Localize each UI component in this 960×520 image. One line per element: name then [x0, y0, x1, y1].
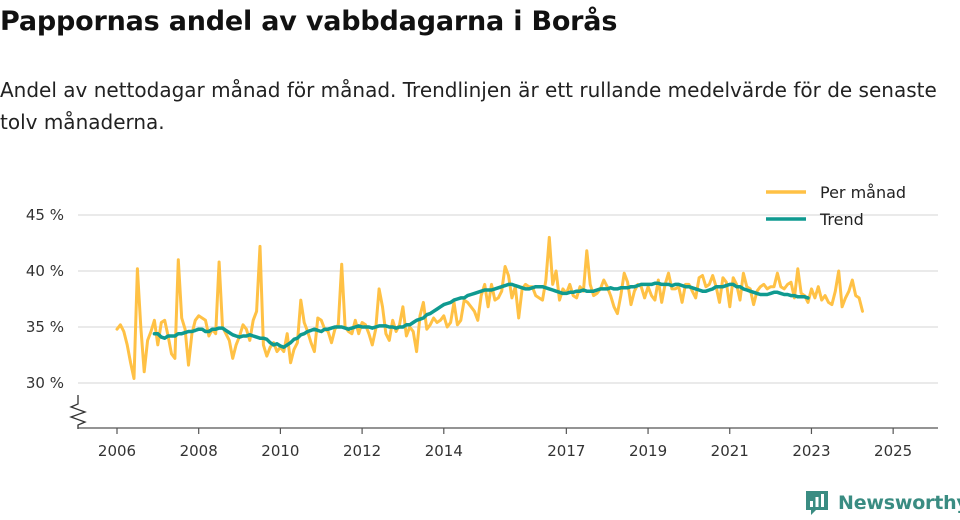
x-tick-label: 2025: [874, 442, 912, 460]
x-tick-label: 2023: [792, 442, 830, 460]
newsworthy-logo: Newsworthy: [804, 489, 960, 517]
series-line-trend: [152, 281, 810, 349]
x-tick-label: 2017: [547, 442, 585, 460]
x-tick-label: 2006: [98, 442, 136, 460]
y-axis-break: [69, 395, 87, 429]
legend-label-monthly: Per månad: [820, 183, 906, 202]
newsworthy-logo-icon: [806, 491, 828, 515]
x-tick-label: 2012: [343, 442, 381, 460]
x-tick-label: 2014: [425, 442, 463, 460]
x-tick-label: 2010: [261, 442, 299, 460]
newsworthy-logo-text: Newsworthy: [838, 492, 960, 514]
axis-layer: 30 % 35 % 40 % 45 % 2006 2008 2010 2012 2014 2017…: [26, 206, 938, 460]
y-tick-label: 40 %: [26, 262, 64, 280]
chart-title: Pappornas andel av vabbdagarna i Borås: [0, 6, 618, 37]
y-tick-label: 35 %: [26, 318, 64, 336]
legend-label-trend: Trend: [819, 210, 864, 229]
legend: Per månad Trend: [766, 183, 906, 229]
y-tick-label: 30 %: [26, 374, 64, 392]
x-tick-label: 2019: [629, 442, 667, 460]
x-tick-label: 2021: [711, 442, 749, 460]
series-layer: [115, 235, 864, 380]
y-tick-label: 45 %: [26, 206, 64, 224]
x-tick-label: 2008: [180, 442, 218, 460]
chart-subtitle: Andel av nettodagar månad för månad. Tre…: [0, 78, 937, 134]
series-line-monthly: [115, 235, 864, 380]
